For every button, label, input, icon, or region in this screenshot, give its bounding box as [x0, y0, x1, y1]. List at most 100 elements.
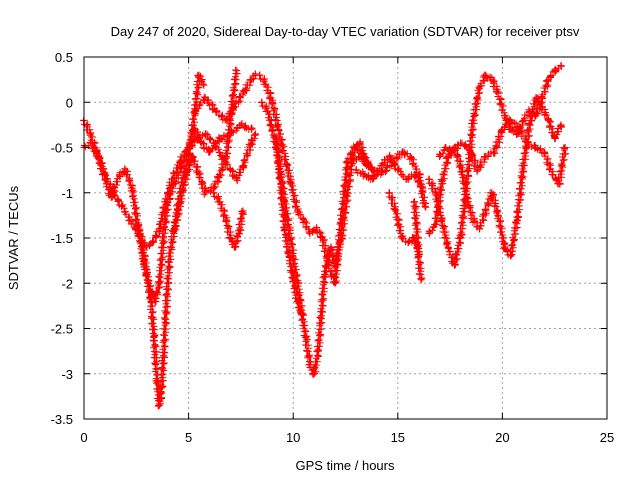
data-point — [201, 94, 209, 102]
data-point — [116, 171, 124, 179]
data-point — [275, 125, 283, 133]
data-point — [239, 89, 247, 97]
data-point — [226, 234, 234, 242]
data-point — [298, 311, 306, 319]
data-point — [216, 198, 224, 206]
data-point — [164, 198, 172, 206]
data-point — [258, 98, 266, 106]
data-point — [482, 207, 490, 215]
data-point — [162, 315, 170, 323]
data-point — [170, 229, 178, 237]
data-point — [318, 234, 326, 242]
data-point — [415, 252, 423, 260]
data-point — [475, 85, 483, 93]
series-marks — [425, 94, 565, 259]
data-point — [425, 229, 433, 237]
data-point — [143, 270, 151, 278]
data-point — [183, 171, 191, 179]
data-point — [293, 297, 301, 305]
data-point — [210, 189, 218, 197]
data-point — [444, 243, 452, 251]
data-point — [206, 148, 214, 156]
data-point — [157, 388, 165, 396]
data-point — [306, 229, 314, 237]
series-marks — [132, 71, 208, 410]
y-tick-label: -2.5 — [51, 322, 73, 337]
data-point — [519, 162, 527, 170]
data-point — [331, 279, 339, 287]
data-point — [442, 144, 450, 151]
data-point — [398, 234, 406, 242]
data-point — [465, 144, 473, 151]
data-point — [352, 144, 360, 151]
data-series — [80, 62, 569, 410]
data-point — [381, 166, 389, 174]
data-point — [469, 216, 477, 224]
x-tick-label: 20 — [495, 430, 509, 445]
data-point — [272, 134, 280, 142]
y-tick-label: 0 — [66, 95, 73, 110]
data-point — [222, 116, 230, 124]
data-point — [398, 148, 406, 156]
data-point — [490, 148, 498, 156]
data-point — [360, 171, 368, 179]
data-point — [262, 80, 270, 88]
data-point — [494, 211, 502, 219]
data-point — [417, 275, 425, 283]
series-marks — [169, 66, 241, 237]
data-point — [101, 175, 109, 183]
data-point — [500, 243, 508, 251]
data-point — [555, 180, 563, 188]
data-point — [287, 180, 295, 188]
data-point — [302, 334, 310, 342]
series-trace-16 — [436, 116, 569, 188]
data-point — [538, 103, 546, 111]
series-trace-5 — [191, 70, 260, 124]
data-point — [327, 243, 335, 251]
data-point — [237, 121, 245, 129]
x-axis-label: GPS time / hours — [296, 458, 395, 473]
data-point — [256, 71, 264, 79]
data-point — [450, 261, 458, 269]
data-point — [365, 162, 373, 170]
data-point — [463, 193, 471, 201]
data-point — [147, 297, 155, 305]
data-point — [153, 379, 161, 387]
data-point — [222, 216, 230, 224]
data-point — [199, 80, 207, 88]
x-tick-label: 15 — [391, 430, 405, 445]
data-point — [252, 130, 260, 138]
data-point — [473, 166, 481, 174]
data-point — [197, 139, 205, 147]
data-point — [494, 89, 502, 97]
data-point — [394, 166, 402, 174]
data-point — [118, 202, 126, 210]
data-point — [132, 216, 140, 224]
y-tick-label: -1.5 — [51, 231, 73, 246]
series-trace-9 — [272, 134, 306, 319]
data-point — [337, 216, 345, 224]
data-point — [352, 166, 360, 174]
data-point — [233, 67, 241, 75]
data-point — [436, 153, 444, 161]
data-point — [544, 116, 552, 124]
data-point — [507, 125, 515, 133]
chart-title: Day 247 of 2020, Sidereal Day-to-day VTE… — [111, 24, 580, 39]
y-tick-label: -3.5 — [51, 412, 73, 427]
data-point — [507, 252, 515, 260]
data-point — [513, 130, 521, 138]
data-point — [356, 153, 364, 161]
data-point — [377, 162, 385, 170]
data-point — [482, 153, 490, 161]
data-point — [176, 198, 184, 206]
series-trace-15 — [425, 94, 565, 260]
data-point — [406, 153, 414, 161]
series-trace-4 — [169, 66, 241, 237]
data-point — [524, 139, 532, 147]
y-tick-label: -2 — [61, 276, 73, 291]
x-tick-labels: 0 5 10 15 20 25 — [80, 430, 614, 445]
data-point — [431, 189, 439, 197]
data-point — [233, 175, 241, 183]
data-point — [86, 139, 94, 147]
